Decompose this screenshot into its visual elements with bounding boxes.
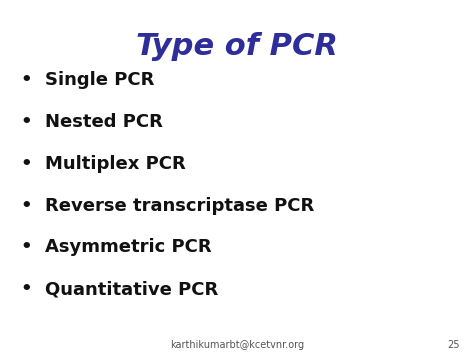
Text: •: • xyxy=(20,155,32,173)
Text: Single PCR: Single PCR xyxy=(45,71,155,89)
Text: •: • xyxy=(20,280,32,298)
Text: Type of PCR: Type of PCR xyxy=(136,32,338,61)
Text: Asymmetric PCR: Asymmetric PCR xyxy=(45,239,212,256)
Text: 25: 25 xyxy=(447,340,460,350)
Text: •: • xyxy=(20,197,32,214)
Text: •: • xyxy=(20,71,32,89)
Text: Reverse transcriptase PCR: Reverse transcriptase PCR xyxy=(45,197,314,214)
Text: •: • xyxy=(20,113,32,131)
Text: Multiplex PCR: Multiplex PCR xyxy=(45,155,186,173)
Text: •: • xyxy=(20,239,32,256)
Text: Quantitative PCR: Quantitative PCR xyxy=(45,280,219,298)
Text: Nested PCR: Nested PCR xyxy=(45,113,163,131)
Text: karthikumarbt@kcetvnr.org: karthikumarbt@kcetvnr.org xyxy=(170,340,304,350)
